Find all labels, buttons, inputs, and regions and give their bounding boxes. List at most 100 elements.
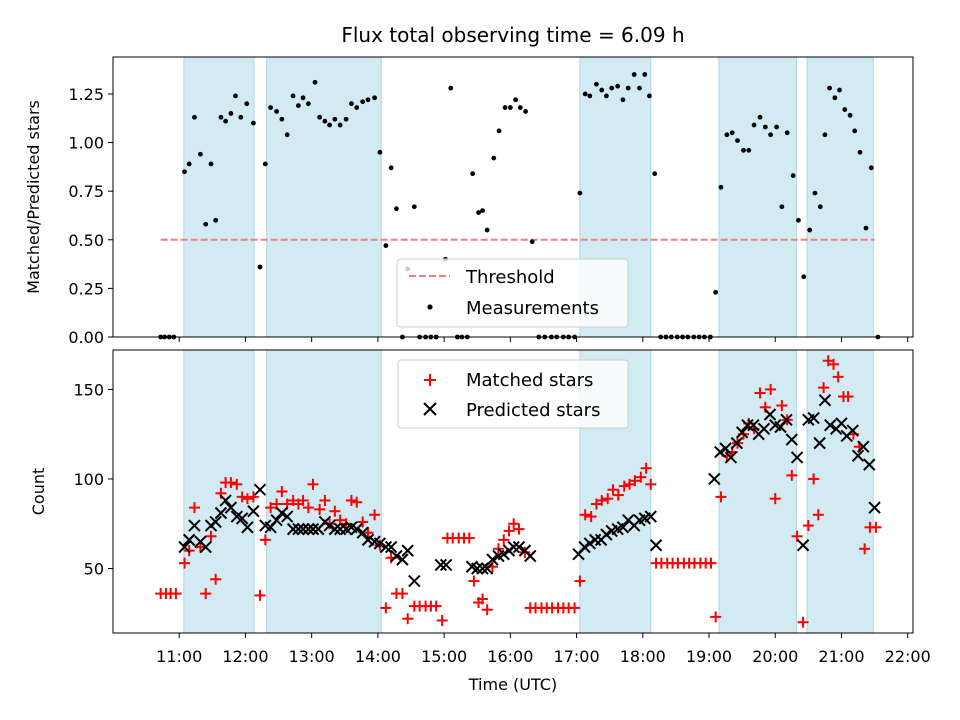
predicted-star-point: [524, 549, 537, 563]
predicted-star-point: [214, 506, 228, 520]
bottom-shaded-region-5: [806, 349, 874, 634]
legend-matched-swatch: [424, 374, 436, 386]
measurement-point: [751, 122, 757, 128]
matched-star-point: [463, 532, 475, 544]
measurement-point: [233, 93, 238, 99]
matched-star-points: [155, 355, 882, 628]
measurement-point: [513, 97, 519, 103]
measurement-point: [507, 105, 513, 110]
measurement-point: [817, 204, 823, 210]
predicted-star-point: [497, 547, 510, 561]
bottom-x-tick-label: 16:00: [487, 647, 533, 666]
measurement-point: [529, 239, 535, 245]
matched-star-point: [705, 557, 717, 569]
legend-predicted-swatch: [423, 402, 437, 416]
matched-star-point: [340, 518, 352, 530]
measurement-point: [343, 116, 349, 122]
measurement-point: [377, 149, 383, 155]
predicted-star-point: [857, 440, 870, 453]
measurement-point: [383, 243, 389, 249]
measurement-point: [213, 217, 219, 223]
measurement-point: [762, 124, 768, 130]
predicted-star-point: [235, 512, 249, 525]
measurement-point: [470, 171, 476, 177]
matched-star-point: [265, 502, 277, 514]
matched-star-point: [870, 521, 882, 533]
measurement-point: [779, 204, 785, 210]
measurement-point: [842, 107, 848, 112]
predicted-star-point: [396, 553, 409, 566]
bottom-x-tick-label: 12:00: [222, 647, 268, 666]
top-y-axis-label: Matched/Predicted stars: [24, 100, 43, 294]
matched-star-point: [351, 496, 363, 508]
bottom-x-tick-label: 18:00: [620, 647, 666, 666]
top-shaded-region-4: [718, 56, 797, 338]
measurement-point: [837, 87, 842, 93]
predicted-star-point: [270, 513, 283, 527]
predicted-star-point: [253, 483, 267, 496]
measurement-point: [332, 116, 338, 122]
matched-star-point: [307, 478, 319, 490]
matched-star-point: [231, 478, 243, 490]
matched-star-point: [574, 575, 586, 587]
matched-star-point: [380, 602, 392, 614]
matched-star-point: [345, 494, 357, 506]
matched-star-point: [430, 600, 442, 612]
measurement-point: [244, 101, 250, 107]
legend-matched-label: Matched stars: [466, 370, 593, 391]
predicted-star-point: [757, 422, 771, 436]
matched-star-point: [254, 589, 266, 601]
matched-star-point: [602, 493, 614, 505]
legend-threshold-label: Threshold: [465, 267, 555, 288]
top-shaded-region-1: [183, 56, 255, 338]
predicted-star-point: [188, 519, 201, 532]
matched-star-point: [715, 491, 727, 503]
bottom-x-axis-ticks: 11:00 12:00 13:00 14:00 15:00 16:00 17:00 18:00…: [156, 633, 931, 666]
predicted-star-point: [471, 562, 484, 575]
bottom-x-tick-label: 19:00: [686, 647, 732, 666]
predicted-star-point: [286, 522, 300, 536]
predicted-star-point: [616, 521, 630, 534]
measurement-point: [647, 93, 652, 99]
measurement-point: [186, 161, 192, 167]
predicted-star-point: [373, 537, 387, 550]
matched-star-point: [468, 575, 480, 587]
bottom-y-tick-label: 50: [84, 560, 104, 579]
ratio-panel: 0.00 0.25 0.50 0.75 1.00 1.25 Matched/Predict…: [24, 56, 914, 347]
matched-star-point: [596, 494, 608, 506]
matched-star-point: [498, 534, 510, 546]
matched-star-point: [710, 611, 722, 623]
measurement-point: [615, 83, 621, 89]
measurement-point: [857, 149, 863, 155]
measurement-point: [300, 95, 306, 101]
top-plot-frame: [112, 56, 914, 338]
measurement-point: [594, 81, 599, 87]
measurement-point: [257, 264, 263, 270]
predicted-star-point: [790, 451, 804, 464]
legend-predicted-label: Predicted stars: [466, 400, 600, 421]
measurement-point: [863, 225, 869, 231]
predicted-star-point: [818, 393, 832, 407]
bottom-x-tick-label: 11:00: [156, 647, 202, 666]
matched-star-point: [786, 469, 798, 481]
measurement-point: [847, 112, 853, 118]
bottom-legend-box: [397, 359, 629, 429]
predicted-star-point: [224, 501, 238, 514]
matched-star-point: [402, 613, 414, 625]
measurement-point: [484, 227, 490, 233]
bottom-y-axis-label: Count: [29, 468, 48, 516]
legend-measurements-label: Measurements: [466, 298, 599, 319]
predicted-star-point: [851, 449, 865, 462]
top-shaded-region-5: [806, 56, 874, 338]
matched-star-point: [194, 541, 206, 553]
matched-star-point: [319, 494, 331, 506]
x-axis-label: Time (UTC): [468, 675, 557, 694]
measurement-point: [279, 116, 285, 122]
predicted-star-point: [296, 522, 310, 536]
top-y-tick-label: 0.50: [68, 231, 104, 250]
matched-star-point: [769, 493, 781, 505]
top-y-tick-label: 1.00: [68, 134, 104, 153]
predicted-star-point: [275, 506, 289, 520]
measurement-point: [491, 155, 497, 161]
